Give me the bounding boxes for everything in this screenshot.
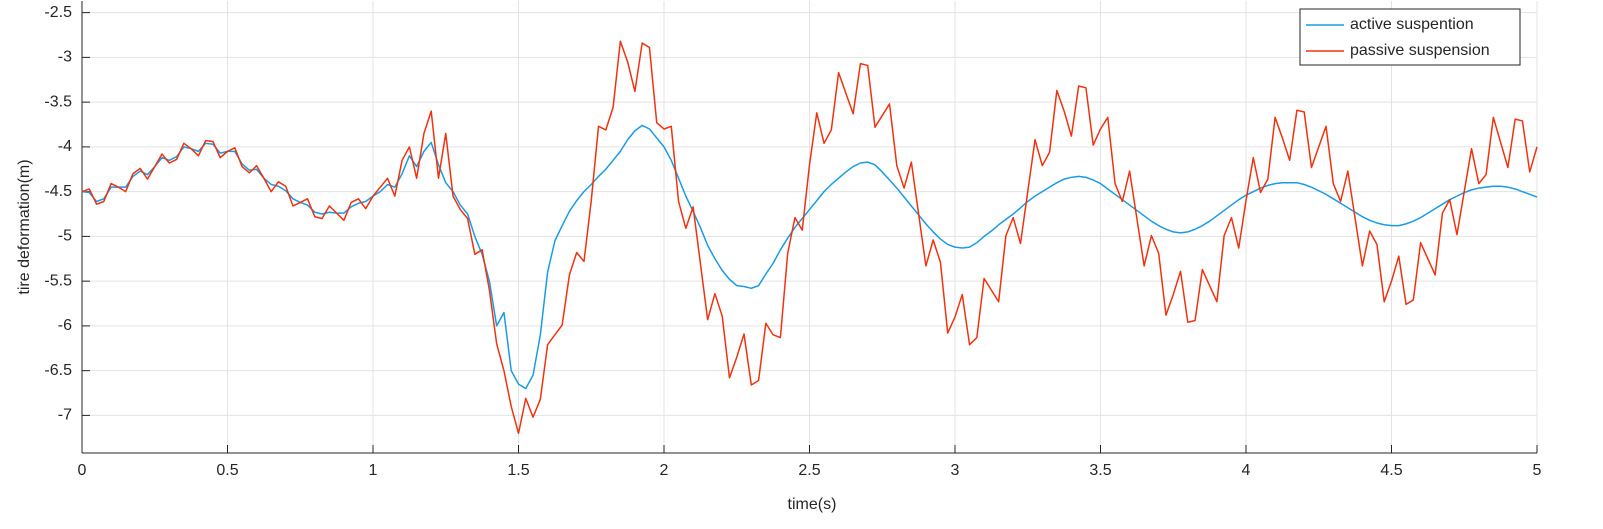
x-tick-label: 3 (951, 462, 960, 479)
x-tick-label: 4 (1242, 462, 1251, 479)
y-tick-label: -7 (58, 407, 72, 424)
y-tick-label: -6.5 (44, 362, 72, 379)
x-tick-label: 1 (369, 462, 378, 479)
x-tick-label: 3.5 (1089, 462, 1111, 479)
x-tick-label: 5 (1533, 462, 1542, 479)
x-tick-label: 2.5 (798, 462, 820, 479)
y-tick-label: -4.5 (44, 183, 72, 200)
x-tick-label: 4.5 (1380, 462, 1402, 479)
x-tick-label: 0 (78, 462, 87, 479)
y-tick-label: -6 (58, 317, 72, 334)
y-tick-label: -5.5 (44, 272, 72, 289)
legend-label: active suspention (1350, 16, 1474, 33)
legend-label: passive suspension (1350, 42, 1490, 59)
x-tick-label: 0.5 (216, 462, 238, 479)
data-line (81, 40, 1538, 435)
legend-box (1299, 8, 1521, 66)
y-tick-label: -3 (58, 49, 72, 66)
y-tick-label: -2.5 (44, 4, 72, 21)
y-tick-label: -3.5 (44, 93, 72, 110)
x-axis-label: time(s) (788, 496, 837, 513)
y-tick-label: -4 (58, 138, 72, 155)
x-tick-label: 1.5 (507, 462, 529, 479)
legend: active suspention passive suspension (1299, 8, 1521, 66)
y-tick-label: -5 (58, 228, 72, 245)
x-tick-label: 2 (660, 462, 669, 479)
y-axis-label: tire deformation(m) (16, 159, 33, 294)
